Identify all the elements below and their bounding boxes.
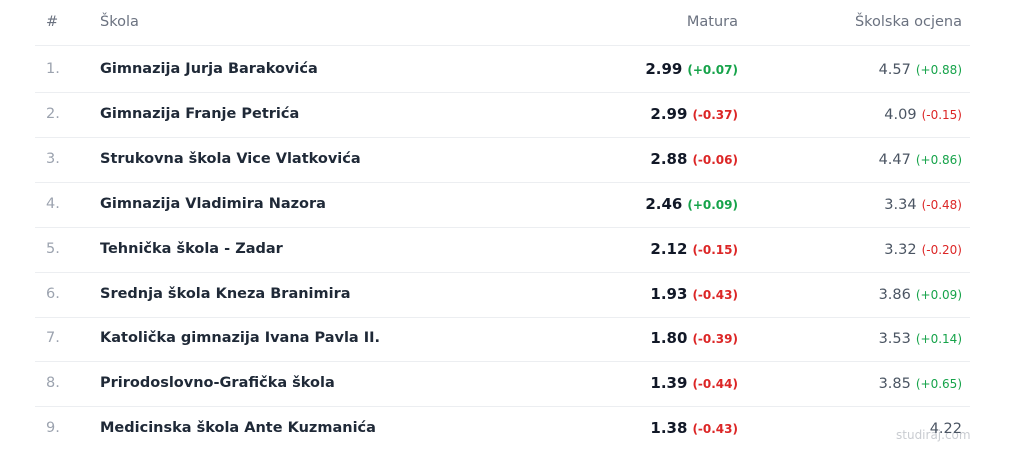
rank: 2.	[46, 105, 60, 122]
matura-cell: 2.99 (+0.07)	[645, 59, 738, 80]
grade-value: 3.86	[878, 286, 911, 303]
school-name: Tehnička škola - Zadar	[100, 240, 283, 257]
grade-value: 4.09	[884, 106, 917, 123]
grade-cell: 3.86 (+0.09)	[879, 284, 962, 305]
school-name: Prirodoslovno-Grafička škola	[100, 375, 335, 392]
grade-cell: 3.53 (+0.14)	[879, 328, 962, 349]
grade-cell: 3.34 (-0.48)	[884, 194, 962, 215]
grade-value: 3.53	[878, 331, 911, 348]
matura-cell: 2.12 (-0.15)	[650, 239, 738, 260]
matura-cell: 1.93 (-0.43)	[650, 284, 738, 305]
matura-value: 1.80	[650, 329, 688, 348]
separator	[35, 361, 970, 363]
school-name: Strukovna škola Vice Vlatkovića	[100, 150, 361, 167]
matura-value: 1.38	[650, 419, 688, 438]
matura-value: 1.39	[650, 374, 688, 393]
matura-value: 1.93	[650, 284, 688, 303]
grade-cell: 3.85 (+0.65)	[879, 373, 962, 394]
matura-change: (-0.37)	[692, 107, 738, 122]
matura-change: (-0.39)	[692, 332, 738, 347]
grade-change: (+0.86)	[915, 152, 962, 167]
grade-value: 4.47	[878, 151, 911, 168]
grade-cell: 4.09 (-0.15)	[884, 104, 962, 125]
rank: 8.	[46, 375, 60, 392]
grade-value: 4.57	[878, 62, 911, 78]
rank: 3.	[46, 150, 60, 167]
rank: 9.	[46, 420, 60, 437]
grade-value: 3.32	[884, 241, 917, 258]
matura-value: 2.99	[650, 104, 688, 123]
matura-change: (-0.43)	[692, 287, 738, 302]
grade-change: (-0.15)	[921, 107, 962, 122]
school-name: Medicinska škola Ante Kuzmanića	[100, 420, 376, 437]
grade-cell: 4.57 (+0.88)	[879, 59, 962, 80]
rank: 4.	[46, 195, 60, 212]
grade-change: (-0.20)	[921, 242, 962, 257]
rank: 7.	[46, 330, 60, 347]
school-name: Gimnazija Jurja Barakovića	[100, 61, 318, 77]
grade-change: (+0.65)	[915, 377, 962, 392]
matura-cell: 2.99 (-0.37)	[650, 104, 738, 125]
separator	[35, 92, 970, 93]
grade-change: (+0.14)	[915, 332, 962, 347]
matura-value: 2.12	[650, 239, 688, 258]
header-rank: #	[46, 14, 59, 30]
grade-cell: 4.47 (+0.86)	[879, 149, 962, 170]
matura-value: 2.46	[645, 194, 683, 213]
grade-change: (-0.48)	[921, 197, 962, 212]
school-name: Katolička gimnazija Ivana Pavla II.	[100, 330, 381, 347]
separator	[35, 181, 970, 183]
watermark: studiraj.com	[896, 428, 971, 442]
matura-value: 2.88	[650, 149, 688, 168]
grade-value: 3.85	[878, 376, 911, 393]
rank: 1.	[46, 61, 60, 77]
grade-change: (+0.09)	[915, 287, 962, 302]
separator	[35, 136, 970, 138]
matura-change: (-0.06)	[692, 152, 738, 167]
separator	[35, 271, 970, 273]
grade-cell: 3.32 (-0.20)	[884, 239, 962, 260]
matura-value: 2.99	[645, 60, 683, 78]
separator	[35, 406, 970, 408]
matura-cell: 1.39 (-0.44)	[650, 373, 738, 394]
separator	[35, 226, 970, 228]
matura-change: (+0.07)	[687, 63, 738, 77]
header-grade[interactable]: Školska ocjena	[854, 14, 962, 30]
matura-cell: 2.46 (+0.09)	[645, 194, 738, 215]
matura-change: (-0.44)	[692, 377, 738, 392]
matura-change: (+0.09)	[687, 197, 738, 212]
rank: 5.	[46, 240, 60, 257]
rank: 6.	[46, 285, 60, 302]
matura-cell: 2.88 (-0.06)	[650, 149, 738, 170]
header-matura[interactable]: Matura	[686, 14, 738, 30]
matura-cell: 1.80 (-0.39)	[650, 328, 738, 349]
separator	[35, 316, 970, 318]
grade-value: 4.22	[929, 421, 962, 438]
matura-change: (-0.15)	[692, 242, 738, 257]
grade-change: (+0.88)	[915, 63, 962, 77]
school-name: Gimnazija Vladimira Nazora	[100, 195, 326, 212]
separator	[35, 45, 970, 46]
grade-value: 3.34	[884, 196, 917, 213]
school-name: Srednja škola Kneza Branimira	[100, 285, 351, 302]
header-school: Škola	[100, 14, 139, 30]
matura-change: (-0.43)	[692, 422, 738, 437]
grade-cell: 4.22	[930, 418, 962, 439]
school-name: Gimnazija Franje Petrića	[100, 105, 300, 122]
matura-cell: 1.38 (-0.43)	[650, 418, 738, 439]
